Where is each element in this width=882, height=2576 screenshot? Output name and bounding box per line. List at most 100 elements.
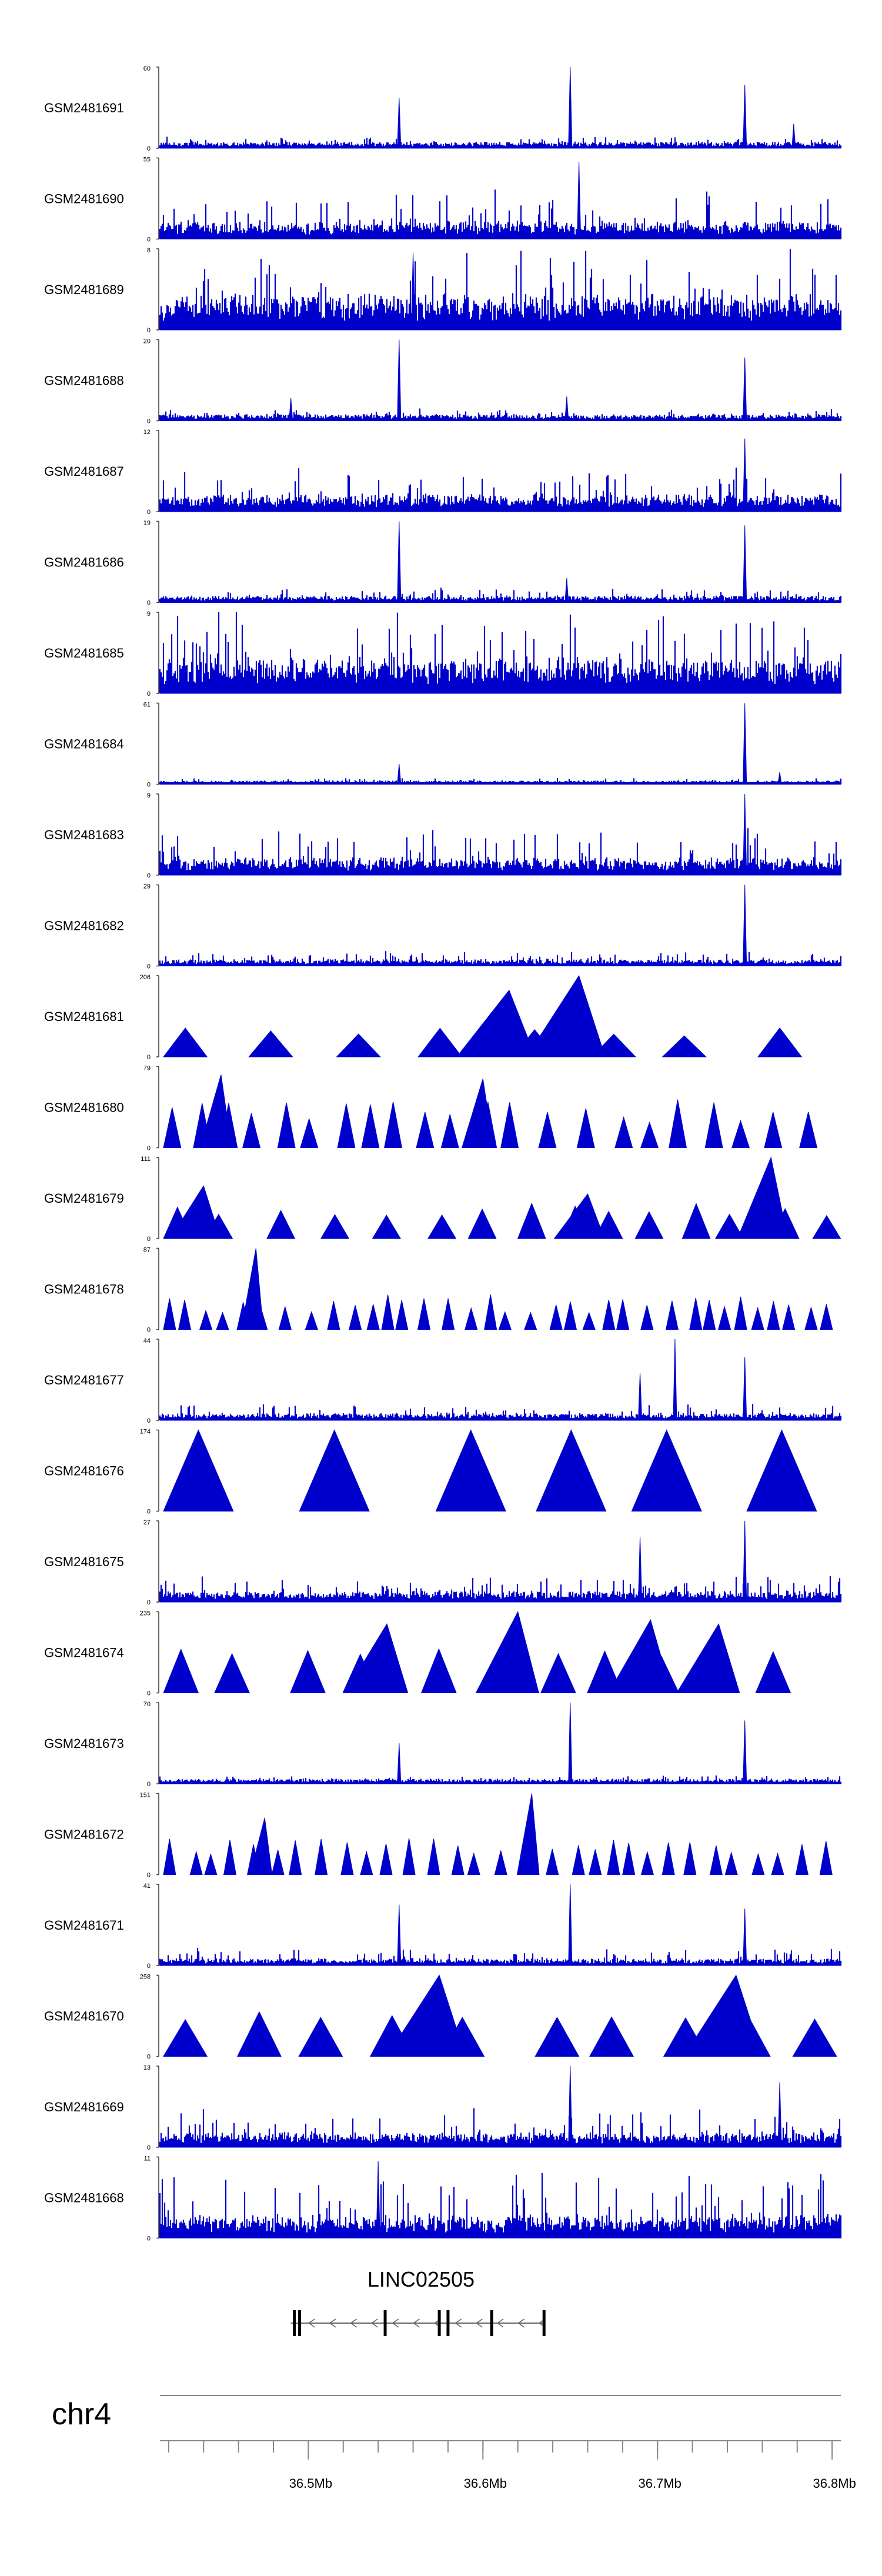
track-gsm2481686: GSM2481686 19 0 [44,520,842,607]
track-label: GSM2481669 [44,2100,124,2114]
x-tick-label: 36.8Mb [813,2476,856,2491]
signal-triangle [417,1298,431,1330]
track-ymax-label: 20 [143,338,151,345]
track-gsm2481674: GSM2481674 235 0 [44,1610,791,1697]
signal-spikes [159,249,842,330]
track-ymin-label: 0 [147,1417,151,1424]
signal-peak [577,162,582,239]
signal-peak [568,2066,573,2148]
signal-triangle [614,1116,633,1148]
signal-triangle [299,1429,370,1511]
signal-triangle [665,1300,679,1330]
signal-spikes [159,189,842,239]
signal-triangle [607,1840,620,1875]
gene-strand-arrow [308,2318,315,2328]
signal-triangle [582,1312,596,1330]
track-ymin-label: 0 [147,1327,151,1334]
track-gsm2481685: GSM2481685 9 0 [44,610,842,698]
signal-spikes [159,1775,842,1784]
track-gsm2481677: GSM2481677 44 0 [44,1337,842,1424]
signal-spikes [159,468,842,512]
signal-triangle [427,1838,440,1875]
signal-triangle [662,1842,675,1875]
signal-peak [386,1974,466,2057]
track-label: GSM2481685 [44,646,124,660]
gene-strand-arrow [475,2318,483,2328]
signal-spikes [159,778,842,785]
signal-triangle [517,1202,546,1239]
signal-peak [397,339,402,421]
track-gsm2481683: GSM2481683 9 0 [44,792,842,879]
signal-triangle [540,1653,576,1693]
signal-peak [743,885,747,966]
signal-triangle [634,1211,664,1239]
gene-strand-arrow [517,2318,525,2328]
signal-peak [376,2161,380,2238]
signal-triangle [746,1429,817,1511]
signal-triangle [223,1840,236,1875]
track-ymin-label: 0 [147,1145,151,1152]
signal-triangle [689,1297,703,1330]
signal-peak [777,2082,782,2148]
track-label: GSM2481674 [44,1646,124,1660]
track-ymax-label: 55 [143,156,151,163]
signal-peak [344,1623,409,1693]
signal-triangle [576,1108,595,1148]
track-ymin-label: 0 [147,145,151,152]
signal-peak [737,1156,789,1239]
signal-triangle [616,1299,630,1330]
track-ymin-label: 0 [147,1599,151,1606]
signal-peak [743,438,747,512]
signal-triangle [435,1429,506,1511]
signal-triangle [204,1853,218,1875]
track-label: GSM2481689 [44,282,124,297]
signal-peak [397,98,402,149]
signal-triangle [524,1312,537,1330]
signal-triangle [163,1298,176,1330]
signal-triangle [236,2011,282,2057]
signal-triangle [277,1102,296,1148]
track-ymin-label: 0 [147,509,151,516]
signal-spikes [159,408,842,421]
signal-triangle [640,1850,654,1875]
signal-triangle [178,1299,192,1330]
signal-peak [568,1884,573,1966]
signal-triangle [731,1119,750,1148]
signal-peak [673,1339,677,1421]
track-ymax-label: 70 [143,1701,151,1708]
signal-peak [743,1908,747,1966]
signal-peak [608,1619,672,1693]
signal-triangle [361,1105,380,1148]
signal-peak [743,525,747,603]
signal-spikes [159,2108,842,2147]
track-label: GSM2481678 [44,1282,124,1297]
signal-peak [743,793,747,876]
track-ymin-label: 0 [147,1781,151,1788]
signal-peak [397,521,402,603]
track-gsm2481672: GSM2481672 151 0 [44,1792,833,1879]
track-gsm2481678: GSM2481678 87 0 [44,1247,833,1334]
signal-triangle [494,1850,507,1875]
signal-peak [568,66,573,149]
signal-triangle [315,1838,328,1875]
track-gsm2481668: GSM2481668 11 0 [44,2155,842,2243]
track-ymin-label: 0 [147,2054,151,2061]
track-label: GSM2481686 [44,555,124,570]
track-ymax-label: 29 [143,883,151,890]
track-ymax-label: 11 [144,2155,151,2163]
track-ymin-label: 0 [147,1236,151,1243]
signal-triangle [718,1305,731,1330]
track-gsm2481676: GSM2481676 174 0 [44,1429,817,1516]
signal-triangle [546,1848,559,1875]
track-label: GSM2481691 [44,101,124,115]
signal-tracks: GSM2481691600GSM2481690550GSM248168980GS… [44,65,842,2243]
signal-peak [743,1520,747,1603]
signal-triangle [337,1103,356,1148]
track-gsm2481691: GSM2481691 60 0 [44,65,842,152]
signal-triangle [402,1838,416,1875]
signal-triangle [572,1845,585,1875]
signal-peak [526,975,606,1057]
track-ymax-label: 8 [147,247,151,254]
track-gsm2481689: GSM2481689 8 0 [44,247,842,334]
gene-strand-arrow [455,2318,462,2328]
